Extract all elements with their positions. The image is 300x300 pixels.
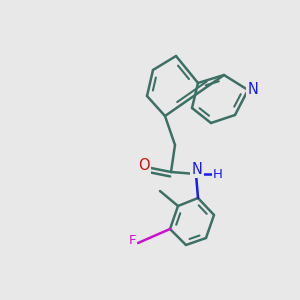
Text: N: N [192,161,203,176]
Text: O: O [138,158,150,172]
Text: N: N [248,82,258,98]
Text: H: H [213,167,223,181]
Text: F: F [128,235,136,248]
